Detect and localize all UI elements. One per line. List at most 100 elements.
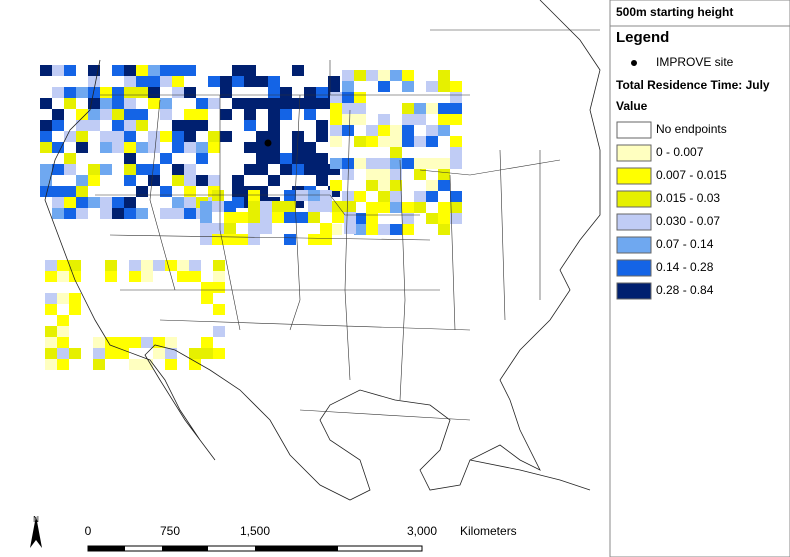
grid-cell <box>172 120 184 131</box>
grid-cell <box>390 169 402 180</box>
grid-cell <box>268 153 280 164</box>
grid-cell <box>57 359 69 370</box>
grid-cell <box>256 142 268 153</box>
grid-cell <box>100 208 112 219</box>
legend-swatch <box>616 190 652 208</box>
grid-cell <box>402 158 414 169</box>
legend-items: No endpoints 0 - 0.007 0.007 - 0.015 0.015 … <box>616 121 727 300</box>
grid-cell <box>402 213 414 224</box>
grid-cell <box>450 147 462 158</box>
grid-cell <box>124 109 136 120</box>
grid-cell <box>184 109 196 120</box>
grid-cell <box>354 92 366 103</box>
legend-label: 0.015 - 0.03 <box>656 191 720 205</box>
grid-cell <box>402 103 414 114</box>
grid-cell <box>208 131 220 142</box>
grid-cell <box>284 201 296 212</box>
grid-cell <box>88 76 100 87</box>
legend-swatch <box>616 282 652 300</box>
grid-cell <box>292 98 304 109</box>
grid-cell <box>129 359 141 370</box>
grid-cell <box>213 260 225 271</box>
grid-cell <box>52 65 64 76</box>
grid-cell <box>52 142 64 153</box>
grid-cell <box>177 271 189 282</box>
grid-cell <box>328 164 340 175</box>
grid-cell <box>213 271 225 282</box>
grid-cell <box>45 304 57 315</box>
grid-cell <box>124 175 136 186</box>
grid-cell <box>124 164 136 175</box>
basemap <box>44 0 601 501</box>
grid-cell <box>236 212 248 223</box>
grid-cell <box>426 103 438 114</box>
residence-grid <box>40 65 462 370</box>
grid-cell <box>332 201 344 212</box>
grid-cell <box>148 65 160 76</box>
grid-cell <box>248 223 260 234</box>
grid-cell <box>196 98 208 109</box>
grid-cell <box>316 87 328 98</box>
grid-cell <box>292 153 304 164</box>
grid-cell <box>160 65 172 76</box>
legend-title: Legend <box>616 29 669 46</box>
grid-cell <box>189 359 201 370</box>
grid-cell <box>136 109 148 120</box>
grid-cell <box>52 186 64 197</box>
grid-cell <box>201 337 213 348</box>
grid-cell <box>268 131 280 142</box>
grid-cell <box>256 153 268 164</box>
grid-cell <box>320 190 332 201</box>
grid-cell <box>366 202 378 213</box>
grid-cell <box>172 175 184 186</box>
grid-cell <box>330 125 342 136</box>
grid-cell <box>438 213 450 224</box>
scale-label: 750 <box>160 524 180 538</box>
grid-cell <box>201 348 213 359</box>
grid-cell <box>224 234 236 245</box>
legend-panel: 500m starting height Legend IMPROVE site… <box>609 0 790 557</box>
grid-cell <box>414 191 426 202</box>
grid-cell <box>330 180 342 191</box>
grid-cell <box>284 190 296 201</box>
map-title: 500m starting height <box>616 5 733 19</box>
grid-cell <box>184 131 196 142</box>
grid-cell <box>260 201 272 212</box>
grid-cell <box>450 191 462 202</box>
grid-cell <box>342 81 354 92</box>
legend-label: 0 - 0.007 <box>656 145 704 159</box>
grid-cell <box>244 142 256 153</box>
grid-cell <box>100 164 112 175</box>
grid-cell <box>45 293 57 304</box>
grid-cell <box>366 169 378 180</box>
grid-cell <box>256 131 268 142</box>
grid-cell <box>141 359 153 370</box>
grid-cell <box>390 147 402 158</box>
grid-cell <box>244 65 256 76</box>
grid-cell <box>148 175 160 186</box>
grid-cell <box>124 87 136 98</box>
grid-cell <box>390 136 402 147</box>
grid-cell <box>220 109 232 120</box>
grid-cell <box>200 201 212 212</box>
grid-cell <box>196 142 208 153</box>
grid-cell <box>390 158 402 169</box>
grid-cell <box>378 180 390 191</box>
grid-cell <box>212 201 224 212</box>
grid-cell <box>124 208 136 219</box>
grid-cell <box>354 70 366 81</box>
grid-cell <box>378 81 390 92</box>
grid-cell <box>280 87 292 98</box>
grid-cell <box>112 65 124 76</box>
grid-cell <box>64 153 76 164</box>
grid-cell <box>160 153 172 164</box>
grid-cell <box>354 136 366 147</box>
grid-cell <box>201 293 213 304</box>
grid-cell <box>76 197 88 208</box>
coastline <box>44 0 601 501</box>
grid-cell <box>354 191 366 202</box>
grid-cell <box>316 120 328 131</box>
grid-cell <box>45 348 57 359</box>
scale-label: 1,500 <box>240 524 270 538</box>
grid-cell <box>272 212 284 223</box>
